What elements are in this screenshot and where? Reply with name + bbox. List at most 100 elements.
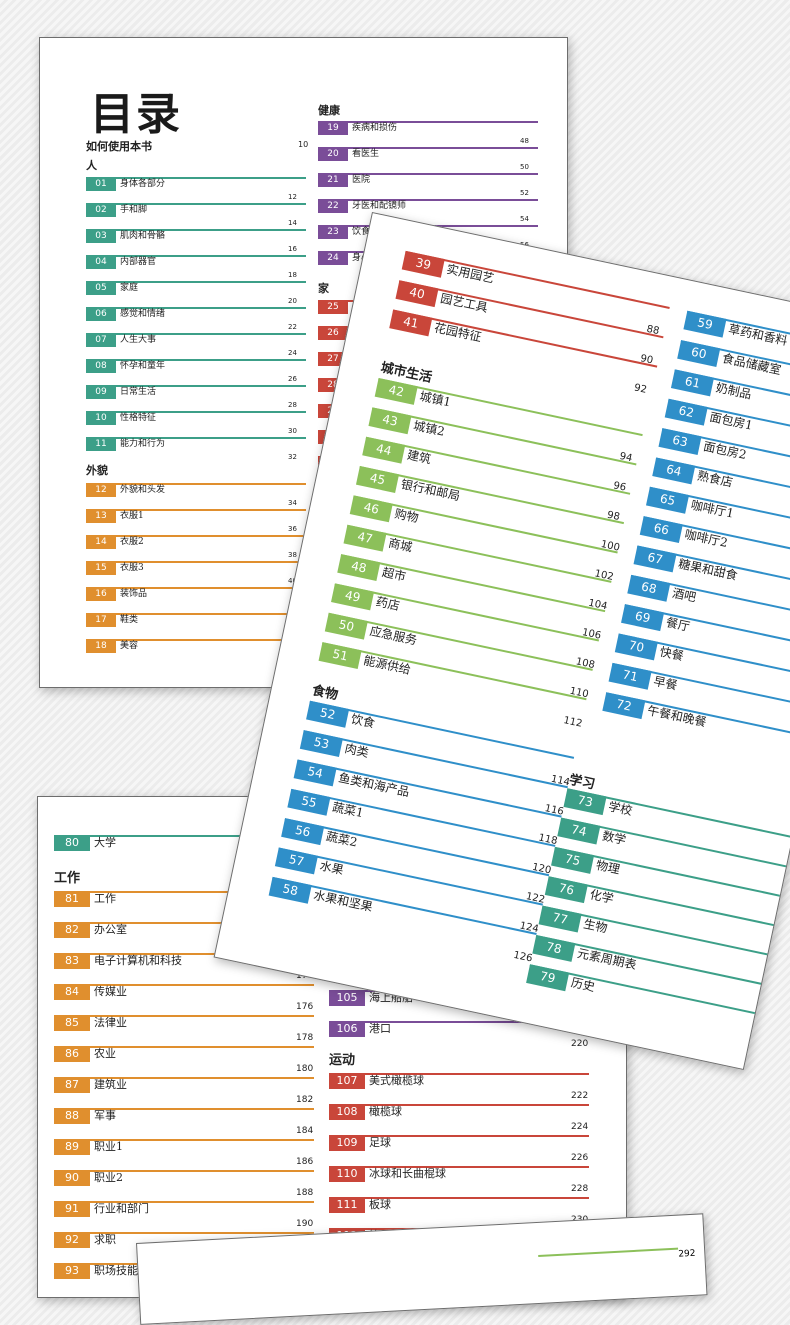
entry-number: 73 xyxy=(563,788,607,816)
entry-title: 食品储藏室 xyxy=(720,351,783,378)
entry-page: 190 xyxy=(296,1219,314,1229)
entry-page: 22 xyxy=(288,323,297,331)
toc-entry[interactable]: 108 橄榄球 224 xyxy=(329,1104,589,1132)
toc-entry[interactable]: 93 职场技能 xyxy=(54,1263,314,1279)
toc-entry[interactable]: 80 大学 xyxy=(54,835,314,851)
entry-title: 熟食店 xyxy=(695,468,735,490)
entry-rule xyxy=(329,1166,589,1168)
entry-title: 大学 xyxy=(94,836,116,849)
entry-number: 91 xyxy=(54,1201,90,1217)
entry-number: 19 xyxy=(318,121,348,135)
toc-entry[interactable]: 82 办公室 xyxy=(54,922,314,938)
entry-title: 咖啡厅2 xyxy=(683,527,730,551)
entry-title: 实用园艺 xyxy=(445,261,496,286)
entry-number: 79 xyxy=(526,964,570,992)
entry-number: 60 xyxy=(677,340,721,367)
toc-entry[interactable]: 16装饰品42 xyxy=(86,587,306,611)
toc-entry[interactable]: 92求职192 xyxy=(54,1232,314,1260)
entry-page: 54 xyxy=(520,215,529,223)
toc-entry[interactable]: 110 冰球和长曲棍球 228 xyxy=(329,1166,589,1194)
entry-title: 城镇2 xyxy=(412,418,446,439)
toc-title: 目录 xyxy=(90,89,182,140)
entry-number: 105 xyxy=(329,990,365,1006)
toc-entry[interactable]: 81 工作 xyxy=(54,891,314,907)
page4-number: 292 xyxy=(678,1248,696,1260)
toc-entry[interactable]: 10 性格特征 30 xyxy=(86,411,306,435)
entry-title: 蔬菜1 xyxy=(331,799,365,821)
toc-entry[interactable]: 17鞋类44 xyxy=(86,613,306,637)
entry-rule xyxy=(54,1201,314,1203)
entry-page: 220 xyxy=(571,1039,589,1049)
entry-rule xyxy=(329,1135,589,1137)
entry-rule xyxy=(329,1197,589,1199)
entry-page: 26 xyxy=(288,375,297,383)
entry-rule xyxy=(54,984,314,986)
entry-number: 70 xyxy=(614,633,658,661)
toc-entry[interactable]: 109 足球 226 xyxy=(329,1135,589,1163)
toc-entry[interactable]: 22 牙医和配镜师 54 xyxy=(318,199,538,223)
toc-entry[interactable]: 01 身体各部分 12 xyxy=(86,177,306,201)
entry-number: 108 xyxy=(329,1104,365,1120)
entry-title: 法律业 xyxy=(94,1016,127,1029)
toc-entry[interactable]: 20 看医生 50 xyxy=(318,147,538,171)
entry-number: 44 xyxy=(362,436,406,464)
toc-entry[interactable]: 08 怀孕和童年 26 xyxy=(86,359,306,383)
entry-rule xyxy=(318,173,538,175)
toc-entry[interactable]: 85 法律业 178 xyxy=(54,1015,314,1043)
entry-number: 23 xyxy=(318,225,348,239)
entry-title: 板球 xyxy=(369,1198,391,1211)
section-people: 人 xyxy=(86,159,97,172)
entry-page: 186 xyxy=(296,1157,314,1167)
toc-entry[interactable]: 86 农业 180 xyxy=(54,1046,314,1074)
toc-entry[interactable]: 12 外貌和头发 34 xyxy=(86,483,306,507)
toc-entry[interactable]: 07 人生大事 24 xyxy=(86,333,306,357)
entry-title: 学校 xyxy=(607,799,634,819)
entry-title: 鱼类和海产品 xyxy=(337,770,411,800)
entry-rule xyxy=(54,953,314,955)
toc-entry[interactable]: 18美容46 xyxy=(86,639,306,663)
entry-rule xyxy=(54,1170,314,1172)
toc-entry[interactable]: 03 肌肉和骨骼 16 xyxy=(86,229,306,253)
toc-entry[interactable]: 89 职业1 186 xyxy=(54,1139,314,1167)
entry-title: 装饰品 xyxy=(120,589,148,599)
toc-entry[interactable]: 111板球230 xyxy=(329,1197,589,1225)
toc-entry[interactable]: 14 衣服2 38 xyxy=(86,535,306,559)
toc-entry[interactable]: 06 感觉和情绪 22 xyxy=(86,307,306,331)
entry-title: 港口 xyxy=(369,1022,391,1035)
entry-rule xyxy=(86,613,306,615)
toc-entry[interactable]: 107 美式橄榄球 222 xyxy=(329,1073,589,1101)
entry-number: 52 xyxy=(306,700,350,728)
entry-title: 城镇1 xyxy=(418,389,453,410)
toc-entry[interactable]: 05 家庭 20 xyxy=(86,281,306,305)
toc-entry[interactable]: 91 行业和部门 190 xyxy=(54,1201,314,1229)
entry-title: 手和脚 xyxy=(120,205,148,215)
entry-rule xyxy=(54,1015,314,1017)
entry-number: 22 xyxy=(318,199,348,213)
toc-entry[interactable]: 83电子计算机和科技174 xyxy=(54,953,314,981)
entry-rule xyxy=(86,203,306,205)
entry-number: 110 xyxy=(329,1166,365,1182)
entry-title: 美容 xyxy=(120,641,139,651)
entry-number: 10 xyxy=(86,411,116,425)
toc-entry[interactable]: 90 职业2 188 xyxy=(54,1170,314,1198)
entry-title: 美式橄榄球 xyxy=(369,1074,424,1087)
entry-number: 55 xyxy=(287,788,331,816)
entry-number: 65 xyxy=(645,486,690,514)
toc-entry[interactable]: 09 日常生活 28 xyxy=(86,385,306,409)
entry-number: 62 xyxy=(664,398,708,426)
toc-entry[interactable]: 13 衣服1 36 xyxy=(86,509,306,533)
toc-entry[interactable]: 84 传媒业 176 xyxy=(54,984,314,1012)
toc-entry[interactable]: 11 能力和行为 32 xyxy=(86,437,306,461)
entry-title: 衣服1 xyxy=(120,511,144,521)
toc-entry[interactable]: 87 建筑业 182 xyxy=(54,1077,314,1105)
toc-entry[interactable]: 15衣服340 xyxy=(86,561,306,585)
toc-entry[interactable]: 19 疾病和损伤 48 xyxy=(318,121,538,145)
toc-entry[interactable]: 21 医院 52 xyxy=(318,173,538,197)
entry-rule xyxy=(86,437,306,439)
toc-entry[interactable]: 04 内部器官 18 xyxy=(86,255,306,279)
toc-entry[interactable]: 106 港口 220 xyxy=(329,1021,589,1049)
toc-entry[interactable]: 02 手和脚 14 xyxy=(86,203,306,227)
entry-rule xyxy=(54,891,314,893)
entry-number: 64 xyxy=(652,457,696,485)
toc-entry[interactable]: 88 军事 184 xyxy=(54,1108,314,1136)
